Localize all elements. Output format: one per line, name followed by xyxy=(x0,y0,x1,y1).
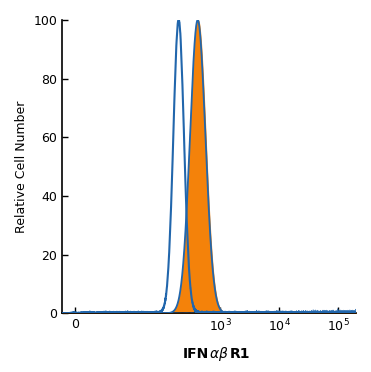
Text: IFN: IFN xyxy=(183,347,209,361)
Text: $\alpha\beta$: $\alpha\beta$ xyxy=(209,345,229,363)
Y-axis label: Relative Cell Number: Relative Cell Number xyxy=(15,100,28,233)
Text: R1: R1 xyxy=(230,347,250,361)
